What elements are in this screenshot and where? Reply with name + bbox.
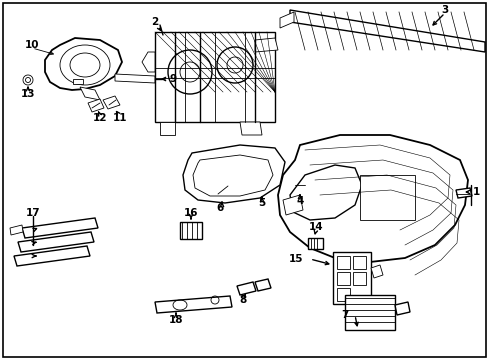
Polygon shape — [280, 12, 293, 28]
Polygon shape — [22, 218, 98, 238]
Text: 10: 10 — [25, 40, 39, 50]
Polygon shape — [370, 265, 382, 278]
Polygon shape — [455, 188, 471, 198]
Polygon shape — [142, 52, 155, 72]
Text: 5: 5 — [258, 198, 265, 208]
Polygon shape — [18, 232, 94, 252]
Text: 1: 1 — [471, 187, 479, 197]
Polygon shape — [183, 145, 285, 203]
Bar — [336, 272, 349, 285]
Polygon shape — [155, 296, 231, 313]
Polygon shape — [240, 122, 262, 135]
Bar — [359, 175, 414, 220]
Polygon shape — [278, 135, 467, 262]
Text: 15: 15 — [288, 254, 303, 264]
Text: 8: 8 — [239, 295, 246, 305]
Bar — [180, 222, 202, 239]
Polygon shape — [289, 165, 361, 220]
Polygon shape — [115, 74, 155, 83]
Text: 7: 7 — [341, 310, 348, 320]
Polygon shape — [289, 10, 484, 52]
Text: 12: 12 — [93, 113, 107, 123]
Polygon shape — [283, 195, 303, 215]
Text: 14: 14 — [308, 222, 323, 232]
Polygon shape — [10, 225, 23, 235]
Polygon shape — [254, 279, 270, 291]
Polygon shape — [237, 282, 256, 295]
Bar — [332, 252, 370, 304]
Bar — [307, 238, 323, 249]
Text: 11: 11 — [113, 113, 127, 123]
Polygon shape — [193, 155, 272, 196]
Text: 3: 3 — [441, 5, 447, 15]
Text: 6: 6 — [216, 203, 223, 213]
Text: 18: 18 — [168, 315, 183, 325]
Text: 13: 13 — [20, 89, 35, 99]
Polygon shape — [160, 122, 175, 135]
Bar — [336, 288, 349, 301]
Text: 17: 17 — [26, 208, 40, 218]
Polygon shape — [103, 96, 120, 109]
Bar — [73, 79, 83, 84]
Polygon shape — [45, 38, 122, 90]
Text: 4: 4 — [296, 196, 303, 206]
Bar — [336, 256, 349, 269]
Bar — [352, 256, 365, 269]
Bar — [345, 295, 394, 330]
Polygon shape — [254, 38, 278, 52]
Polygon shape — [88, 99, 104, 112]
Text: 16: 16 — [183, 208, 198, 218]
Bar — [352, 272, 365, 285]
Polygon shape — [394, 302, 409, 315]
Polygon shape — [14, 246, 90, 266]
Bar — [155, 32, 274, 122]
Text: 2: 2 — [151, 17, 158, 27]
Text: 9: 9 — [169, 74, 176, 84]
Polygon shape — [80, 87, 100, 100]
